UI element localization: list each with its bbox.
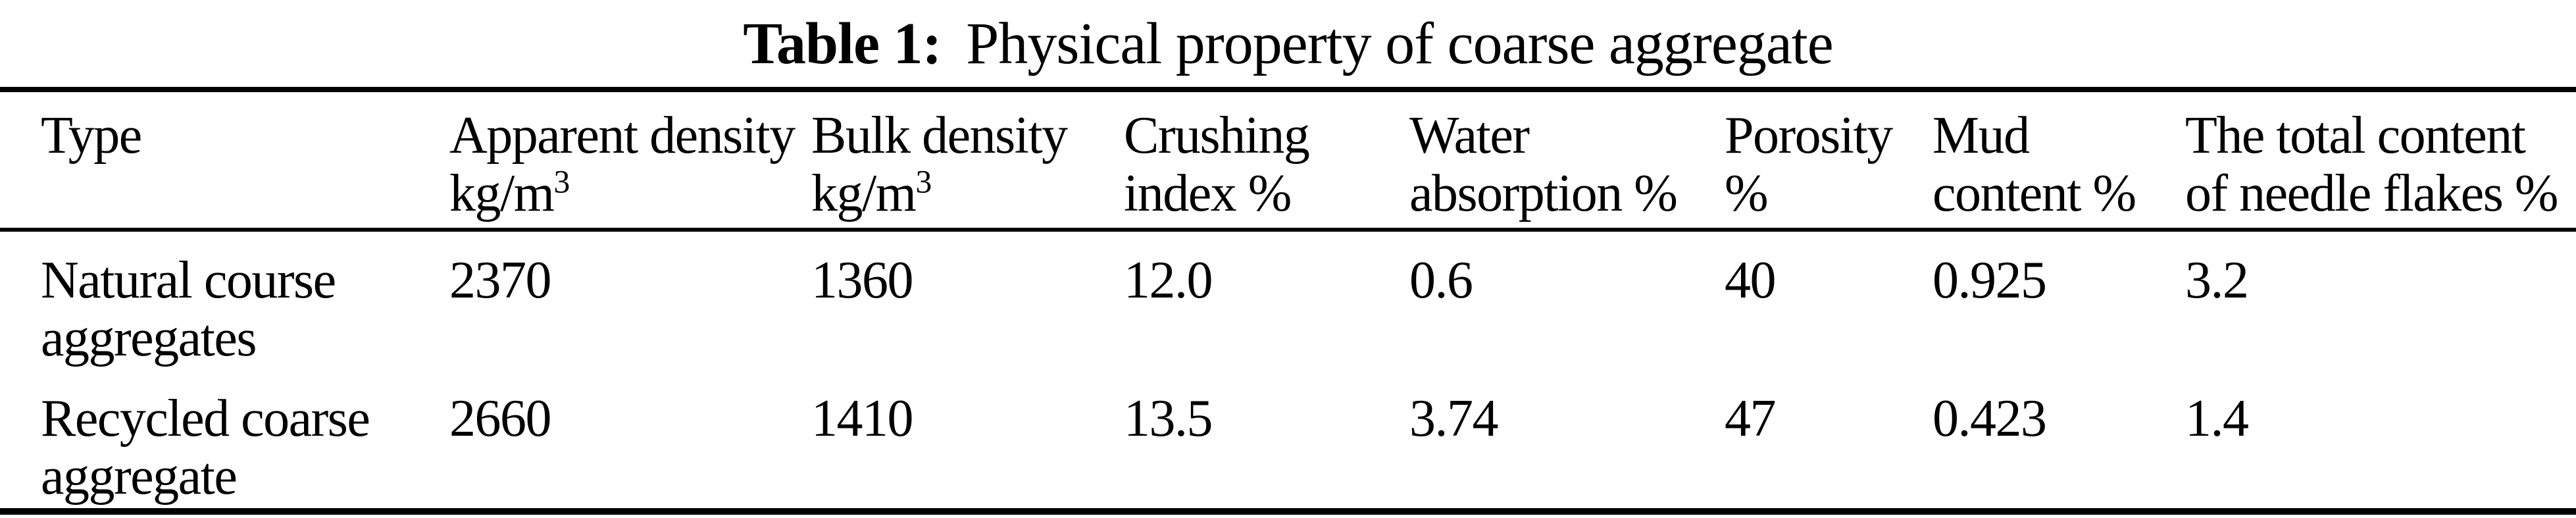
table-body: Natural course aggregates 2370 1360 12.0… — [0, 230, 2576, 511]
column-header-porosity-line1: Porosity — [1725, 107, 1893, 165]
table-title-text: Physical property of coarse aggregate — [966, 11, 1833, 76]
column-header-needle-flakes-line1: The total content — [2185, 107, 2526, 165]
column-header-needle-flakes: The total content of needle flakes % — [2185, 90, 2576, 232]
unit-text: kg/m — [811, 165, 917, 222]
column-header-bulk-density-unit: kg/m3 — [811, 165, 1111, 222]
column-header-bulk-density: Bulk density kg/m3 — [811, 90, 1124, 232]
table-title-label: Table 1: — [743, 11, 942, 76]
cell-r1-mud-content: 0.925 — [1932, 251, 2047, 309]
cell-r2-water-absorption: 3.74 — [1409, 390, 1499, 448]
cell-r2-type: Recycled coarse aggregate — [41, 390, 370, 505]
column-header-porosity: Porosity % — [1725, 90, 1932, 232]
column-header-crushing-index-line2: index % — [1124, 165, 1292, 222]
cell-r2-crushing-index: 13.5 — [1124, 390, 1213, 448]
physical-property-table: Type Apparent density kg/m3 Bulk density… — [0, 87, 2576, 515]
cell-r1-water-absorption: 0.6 — [1409, 251, 1473, 309]
column-header-needle-flakes-line2: of needle flakes % — [2185, 165, 2559, 222]
column-header-type-line1: Type — [41, 107, 142, 165]
unit-superscript: 3 — [553, 163, 570, 200]
cell-r1-type: Natural course aggregates — [41, 251, 336, 367]
table-title: Table 1: Physical property of coarse agg… — [0, 0, 2576, 87]
cell-r2-needle-flakes: 1.4 — [2185, 390, 2249, 448]
column-header-bulk-density-line1: Bulk density — [811, 107, 1068, 165]
cell-r2-apparent-density: 2660 — [449, 390, 552, 448]
column-header-apparent-density: Apparent density kg/m3 — [449, 90, 811, 232]
cell-r1-needle-flakes: 3.2 — [2185, 251, 2249, 309]
column-header-type: Type — [0, 90, 449, 232]
column-header-mud-content-line1: Mud — [1932, 107, 2030, 165]
cell-r1-bulk-density: 1360 — [811, 251, 914, 309]
column-header-water-absorption-line1: Water — [1409, 107, 1530, 165]
column-header-porosity-line2: % — [1725, 165, 1769, 222]
column-header-crushing-index: Crushing index % — [1124, 90, 1409, 232]
header-row: Type Apparent density kg/m3 Bulk density… — [0, 90, 2576, 232]
cell-r2-bulk-density: 1410 — [811, 390, 914, 448]
column-header-water-absorption: Water absorption % — [1409, 90, 1725, 232]
cell-r2-mud-content: 0.423 — [1932, 390, 2047, 448]
column-header-mud-content-line2: content % — [1932, 165, 2136, 222]
column-header-mud-content: Mud content % — [1932, 90, 2185, 232]
cell-r2-porosity: 47 — [1725, 390, 1777, 448]
column-header-apparent-density-line1: Apparent density — [449, 107, 796, 165]
column-header-crushing-index-line1: Crushing — [1124, 107, 1310, 165]
unit-superscript: 3 — [915, 163, 932, 200]
column-header-water-absorption-line2: absorption % — [1409, 165, 1678, 222]
unit-text: kg/m — [449, 165, 555, 222]
table-row-natural-aggregates: Natural course aggregates 2370 1360 12.0… — [0, 230, 2576, 375]
table-row-recycled-aggregate: Recycled coarse aggregate 2660 1410 13.5… — [0, 375, 2576, 511]
table-header: Type Apparent density kg/m3 Bulk density… — [0, 90, 2576, 232]
cell-r1-porosity: 40 — [1725, 251, 1777, 309]
cell-r1-crushing-index: 12.0 — [1124, 251, 1213, 309]
cell-r1-apparent-density: 2370 — [449, 251, 552, 309]
column-header-apparent-density-unit: kg/m3 — [449, 165, 798, 222]
